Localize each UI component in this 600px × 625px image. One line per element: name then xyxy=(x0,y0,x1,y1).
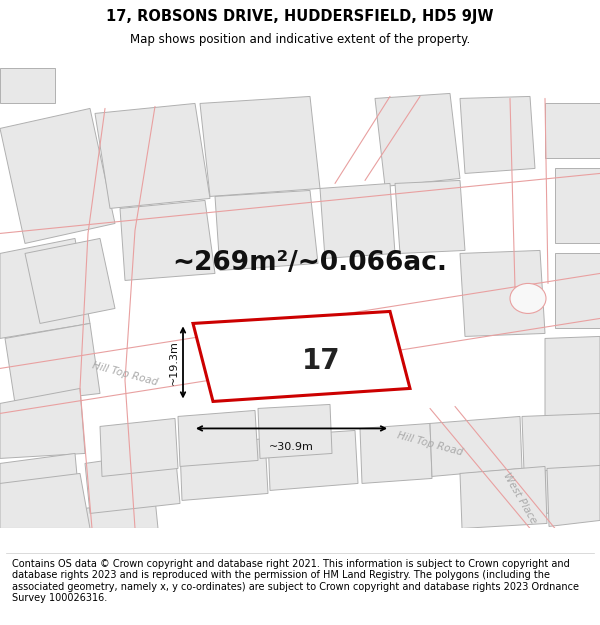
Polygon shape xyxy=(555,168,600,243)
Polygon shape xyxy=(375,93,460,186)
Text: 17: 17 xyxy=(302,348,341,375)
Polygon shape xyxy=(180,439,268,501)
Polygon shape xyxy=(360,424,432,484)
Polygon shape xyxy=(200,96,320,196)
Text: ~269m²/~0.066ac.: ~269m²/~0.066ac. xyxy=(173,251,448,276)
Polygon shape xyxy=(0,474,90,529)
Polygon shape xyxy=(547,466,600,526)
Polygon shape xyxy=(85,451,180,514)
Polygon shape xyxy=(0,109,115,243)
Polygon shape xyxy=(215,191,318,271)
Polygon shape xyxy=(522,414,600,471)
Polygon shape xyxy=(0,238,90,339)
Text: Hill Top Road: Hill Top Road xyxy=(396,430,464,457)
Text: 17, ROBSONS DRIVE, HUDDERSFIELD, HD5 9JW: 17, ROBSONS DRIVE, HUDDERSFIELD, HD5 9JW xyxy=(106,9,494,24)
Polygon shape xyxy=(545,103,600,158)
Text: ~19.3m: ~19.3m xyxy=(169,340,179,385)
Polygon shape xyxy=(460,251,545,336)
Polygon shape xyxy=(85,499,158,529)
Polygon shape xyxy=(100,419,178,476)
Polygon shape xyxy=(320,184,395,259)
Polygon shape xyxy=(395,181,465,254)
Polygon shape xyxy=(258,404,332,459)
Polygon shape xyxy=(555,254,600,329)
Polygon shape xyxy=(545,336,600,426)
Text: Map shows position and indicative extent of the property.: Map shows position and indicative extent… xyxy=(130,33,470,46)
Polygon shape xyxy=(0,388,85,459)
Polygon shape xyxy=(0,68,55,103)
Polygon shape xyxy=(178,411,258,466)
Polygon shape xyxy=(5,324,100,404)
Polygon shape xyxy=(25,238,115,324)
Polygon shape xyxy=(0,454,80,514)
Polygon shape xyxy=(95,103,210,209)
Text: ~30.9m: ~30.9m xyxy=(269,442,314,452)
Polygon shape xyxy=(545,426,600,514)
Polygon shape xyxy=(460,466,547,529)
Text: West Place: West Place xyxy=(502,471,539,526)
Text: Hill Top Road: Hill Top Road xyxy=(91,360,159,387)
Polygon shape xyxy=(460,96,535,173)
Polygon shape xyxy=(268,431,358,491)
Polygon shape xyxy=(430,416,522,476)
Polygon shape xyxy=(193,311,410,401)
Ellipse shape xyxy=(510,284,546,314)
Polygon shape xyxy=(120,201,215,281)
Text: Contains OS data © Crown copyright and database right 2021. This information is : Contains OS data © Crown copyright and d… xyxy=(12,559,579,603)
